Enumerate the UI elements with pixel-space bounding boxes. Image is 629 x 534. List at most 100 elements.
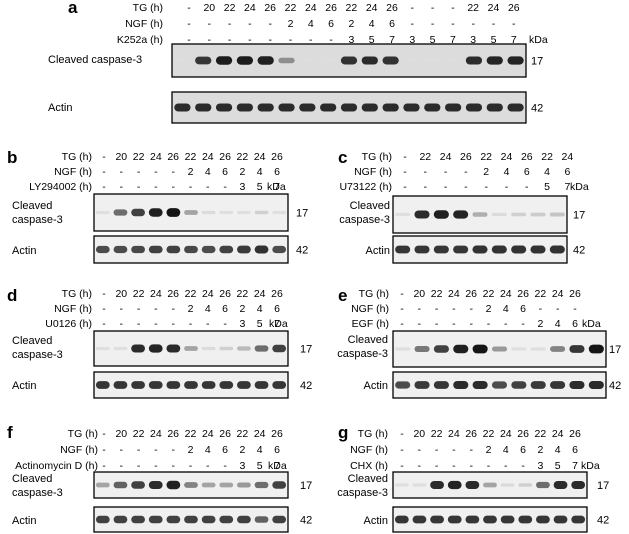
band — [412, 515, 427, 524]
condition-cell: 6 — [274, 303, 280, 315]
condition-cell: 4 — [503, 444, 509, 456]
condition-cell: 5 — [369, 34, 375, 46]
condition-cell: - — [418, 318, 422, 330]
band — [433, 210, 449, 219]
condition-cell: - — [120, 181, 124, 193]
condition-cell: - — [171, 460, 175, 472]
condition-label: TG (h) — [62, 288, 92, 300]
band — [272, 245, 287, 254]
band — [483, 482, 497, 488]
band — [257, 103, 274, 112]
band — [536, 515, 550, 524]
band — [166, 515, 181, 524]
condition-cell: - — [102, 288, 106, 300]
condition-cell: 5 — [430, 34, 436, 46]
band — [237, 245, 251, 254]
condition-cell: 6 — [274, 166, 280, 178]
condition-cell: - — [452, 444, 456, 456]
condition-cell: 24 — [254, 151, 266, 163]
band — [148, 480, 163, 490]
condition-label: U73122 (h) — [339, 181, 392, 193]
band — [511, 245, 527, 254]
condition-cell: 2 — [188, 303, 194, 315]
band — [500, 483, 515, 487]
condition-cell: - — [102, 151, 106, 163]
band — [148, 515, 163, 524]
band — [500, 515, 515, 524]
band — [166, 480, 181, 490]
band — [320, 58, 337, 63]
condition-cell: - — [171, 444, 175, 456]
blot-label: Cleaved caspase-3 — [48, 54, 142, 66]
band — [236, 56, 254, 65]
condition-cell: - — [120, 166, 124, 178]
band — [530, 212, 546, 217]
band — [550, 346, 566, 352]
condition-cell: 22 — [185, 151, 197, 163]
condition-cell: 2 — [537, 444, 543, 456]
condition-cell: 26 — [167, 151, 179, 163]
condition-cell: - — [435, 318, 439, 330]
condition-cell: - — [521, 318, 525, 330]
band — [394, 483, 409, 487]
condition-cell: 22 — [483, 288, 495, 300]
band — [166, 344, 181, 353]
condition-cell: - — [154, 444, 158, 456]
condition-cell: 24 — [254, 428, 266, 440]
band — [237, 346, 251, 351]
molecular-weight-label: 42 — [573, 245, 585, 257]
condition-cell: - — [154, 181, 158, 193]
condition-cell: - — [171, 318, 175, 330]
condition-cell: - — [268, 18, 272, 30]
blot-strip: Cleaved caspase-3 17 — [337, 330, 621, 368]
condition-cell: - — [309, 34, 313, 46]
band — [430, 480, 444, 490]
band — [394, 515, 409, 524]
band — [491, 245, 507, 254]
condition-cell: - — [137, 318, 141, 330]
condition-cell: 26 — [219, 428, 231, 440]
band — [184, 381, 198, 389]
band — [219, 381, 234, 389]
panel-letter: a — [68, 0, 78, 17]
condition-cell: - — [400, 460, 404, 472]
band — [395, 381, 411, 389]
condition-cell: - — [187, 34, 191, 46]
blot-strip: Actin 42 — [12, 235, 308, 264]
kda-unit-label: kDa — [529, 34, 548, 46]
condition-cell: 24 — [440, 151, 452, 163]
condition-cell: 22 — [535, 428, 547, 440]
condition-cell: 4 — [504, 166, 510, 178]
blot-label: Actin — [364, 380, 388, 392]
condition-cell: 24 — [488, 2, 500, 14]
band — [174, 103, 191, 112]
condition-label: NGF (h) — [60, 444, 98, 456]
condition-cell: - — [400, 303, 404, 315]
condition-cell: - — [102, 318, 106, 330]
condition-cell: 22 — [419, 151, 431, 163]
condition-cell: 20 — [203, 2, 215, 14]
blot-label: Cleaved — [350, 200, 390, 212]
band — [472, 212, 488, 217]
condition-cell: - — [223, 181, 227, 193]
condition-cell: 7 — [274, 181, 280, 193]
band — [507, 56, 524, 65]
band — [166, 245, 181, 254]
band — [511, 347, 527, 351]
panel-letter: d — [7, 286, 17, 305]
kda-unit-label: kDa — [267, 181, 286, 193]
molecular-weight-label: 17 — [300, 480, 312, 492]
condition-cell: - — [504, 318, 508, 330]
condition-cell: 24 — [202, 428, 214, 440]
band — [414, 210, 430, 219]
condition-cell: 4 — [257, 444, 263, 456]
blot-strip: Cleaved caspase-3 17 — [12, 330, 312, 367]
band — [184, 482, 198, 488]
kda-unit-label: kDa — [581, 460, 600, 472]
condition-cell: 26 — [521, 151, 533, 163]
condition-cell: - — [228, 34, 232, 46]
condition-cell: 24 — [501, 151, 513, 163]
condition-cell: 24 — [500, 288, 512, 300]
